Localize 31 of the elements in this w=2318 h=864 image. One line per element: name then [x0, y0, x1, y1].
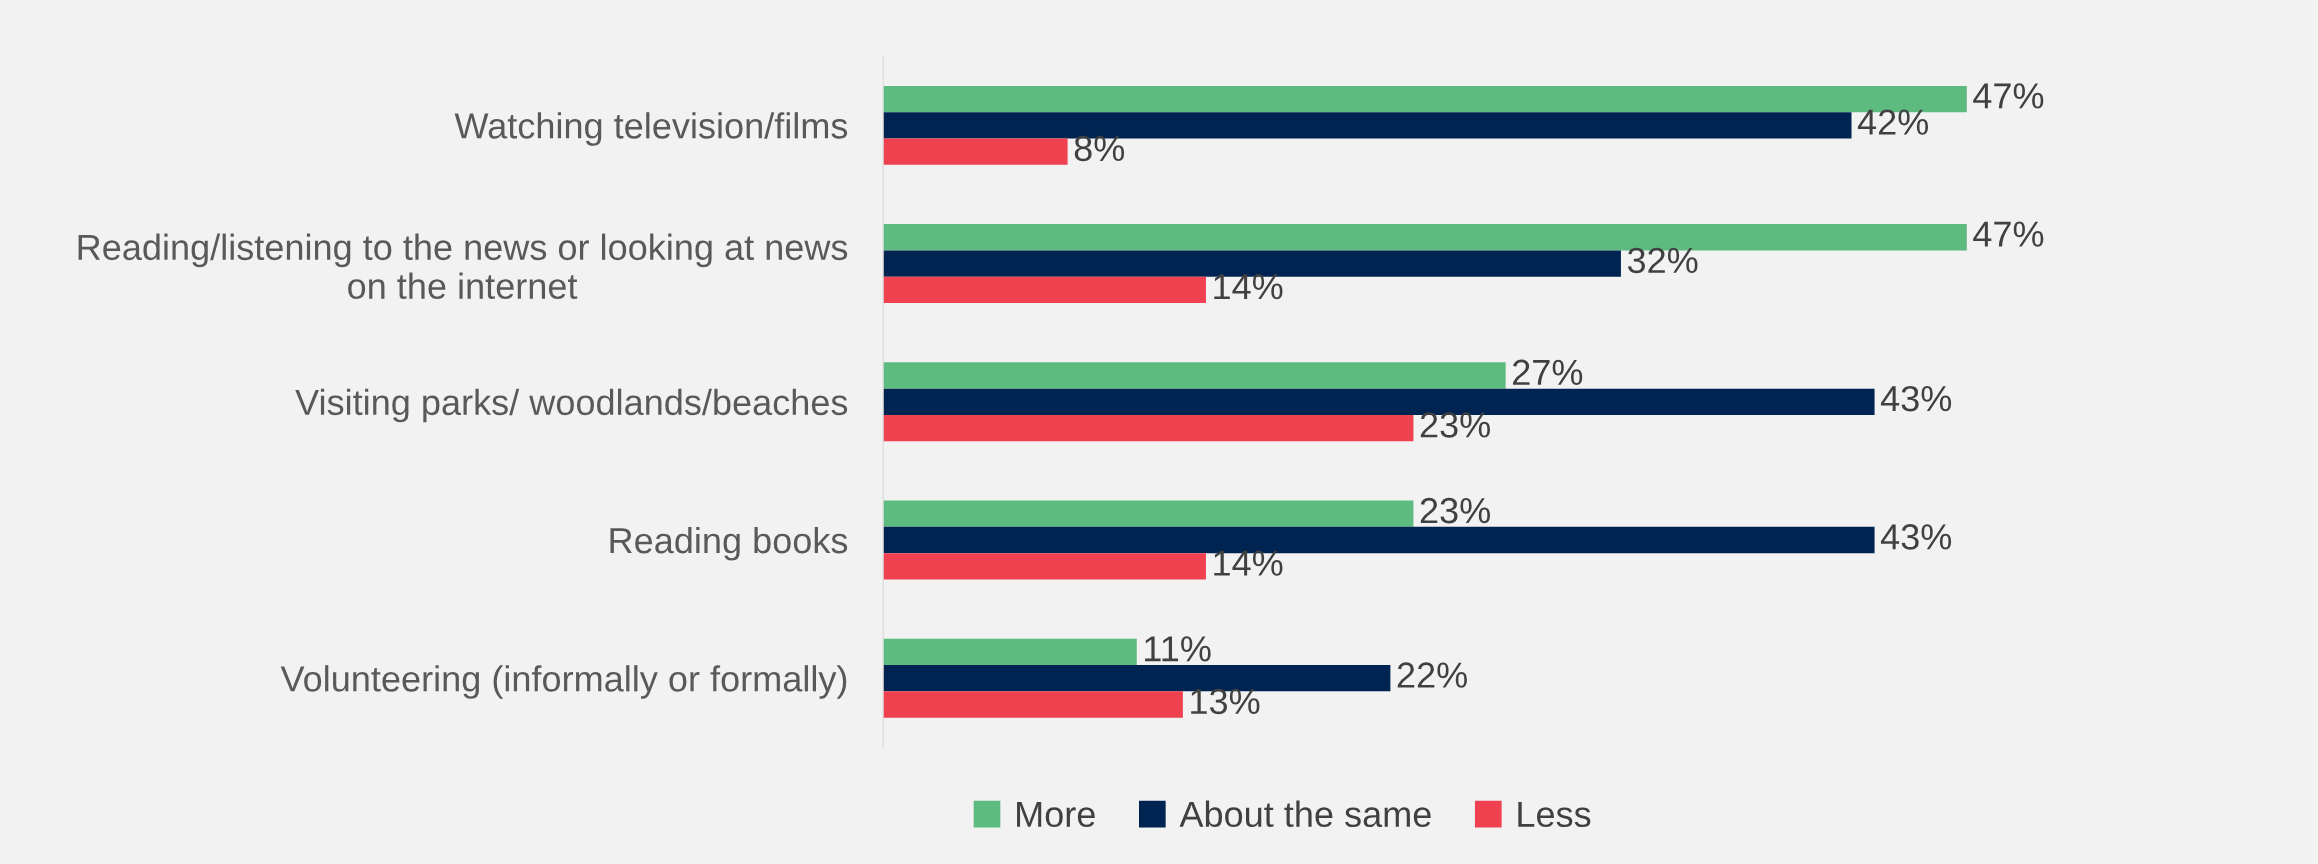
data-label: 14% — [1214, 550, 1283, 576]
data-label: 32% — [1627, 247, 1698, 274]
data-label: 14% — [1214, 274, 1283, 300]
bar — [883, 638, 1137, 666]
bar — [883, 276, 1206, 303]
bar — [883, 691, 1183, 718]
y-tick-label: Reading/listening to the news or looking at news on the internet — [78, 233, 848, 300]
data-label: 22% — [1397, 662, 1467, 688]
data-label: 13% — [1191, 688, 1260, 715]
bar — [883, 553, 1206, 580]
data-label: 42% — [1857, 109, 1929, 135]
bar — [883, 138, 1068, 165]
data-label: 47% — [1973, 221, 2044, 247]
legend-label: More — [1017, 801, 1095, 828]
data-label: 43% — [1880, 385, 1952, 412]
y-tick-label: Volunteering (informally or formally) — [280, 665, 847, 699]
y-tick-label: Visiting parks/ woodlands/beaches — [295, 388, 848, 423]
data-label: 47% — [1973, 83, 2044, 109]
bar — [883, 414, 1414, 442]
data-label: 11% — [1145, 636, 1211, 662]
data-label: 8% — [1074, 135, 1125, 162]
y-tick-label: Watching television/films — [454, 112, 848, 146]
data-label: 23% — [1420, 412, 1490, 438]
bar — [883, 500, 1414, 527]
data-label: 23% — [1420, 497, 1490, 524]
legend-label: About the same — [1179, 800, 1431, 828]
data-label: 27% — [1513, 359, 1583, 386]
y-tick-label: Reading books — [610, 526, 848, 561]
bar — [883, 362, 1506, 389]
data-label: 43% — [1880, 524, 1952, 550]
legend-label: Less — [1518, 801, 1591, 828]
